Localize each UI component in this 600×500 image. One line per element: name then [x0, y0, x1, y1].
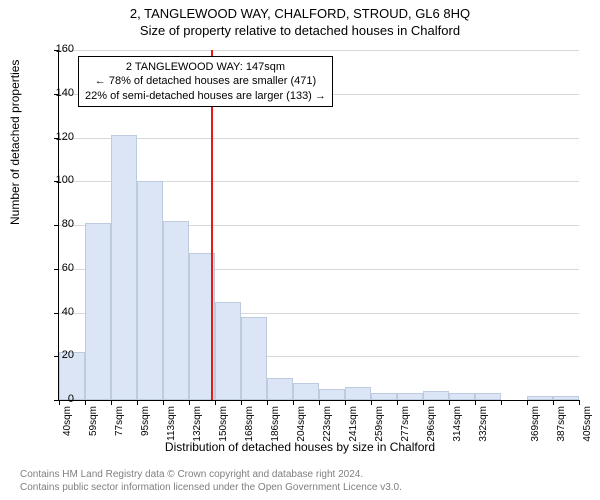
histogram-bar — [397, 393, 423, 400]
xtick-mark — [267, 400, 268, 405]
ytick-label: 0 — [44, 393, 74, 405]
xtick-mark — [371, 400, 372, 405]
xtick-mark — [137, 400, 138, 405]
ytick-label: 100 — [44, 174, 74, 186]
gridline — [59, 138, 579, 139]
xtick-mark — [189, 400, 190, 405]
annotation-box: 2 TANGLEWOOD WAY: 147sqm ← 78% of detach… — [78, 56, 333, 107]
histogram-bar — [449, 393, 475, 400]
xtick-mark — [449, 400, 450, 405]
histogram-bar — [85, 223, 111, 400]
y-axis-label: Number of detached properties — [8, 60, 22, 225]
histogram-bar — [163, 221, 189, 400]
xtick-mark — [397, 400, 398, 405]
histogram-bar — [345, 387, 371, 400]
callout-line3: 22% of semi-detached houses are larger (… — [85, 89, 326, 103]
ytick-label: 40 — [44, 306, 74, 318]
title-main: 2, TANGLEWOOD WAY, CHALFORD, STROUD, GL6… — [0, 0, 600, 21]
histogram-bar — [553, 396, 579, 400]
xtick-mark — [85, 400, 86, 405]
histogram-bar — [267, 378, 293, 400]
xtick-mark — [475, 400, 476, 405]
histogram-bar — [475, 393, 501, 400]
xtick-mark — [111, 400, 112, 405]
histogram-bar — [111, 135, 137, 400]
footer-attribution: Contains HM Land Registry data © Crown c… — [20, 469, 402, 494]
xtick-mark — [293, 400, 294, 405]
xtick-mark — [579, 400, 580, 405]
title-sub: Size of property relative to detached ho… — [0, 21, 600, 38]
xtick-mark — [319, 400, 320, 405]
xtick-mark — [501, 400, 502, 405]
histogram-bar — [423, 391, 449, 400]
histogram-bar — [527, 396, 553, 400]
xtick-mark — [345, 400, 346, 405]
xtick-mark — [215, 400, 216, 405]
gridline — [59, 50, 579, 51]
callout-line2: ← 78% of detached houses are smaller (47… — [85, 74, 326, 88]
histogram-bar — [293, 383, 319, 401]
histogram-bar — [137, 181, 163, 400]
histogram-bar — [241, 317, 267, 400]
footer-line1: Contains HM Land Registry data © Crown c… — [20, 469, 402, 482]
chart-container: 2, TANGLEWOOD WAY, CHALFORD, STROUD, GL6… — [0, 0, 600, 500]
histogram-bar — [215, 302, 241, 400]
histogram-bar — [319, 389, 345, 400]
histogram-bar — [371, 393, 397, 400]
xtick-mark — [423, 400, 424, 405]
xtick-mark — [527, 400, 528, 405]
ytick-label: 20 — [44, 349, 74, 361]
xtick-mark — [553, 400, 554, 405]
footer-line2: Contains public sector information licen… — [20, 482, 402, 495]
xtick-mark — [241, 400, 242, 405]
callout-line1: 2 TANGLEWOOD WAY: 147sqm — [85, 60, 326, 74]
xtick-mark — [163, 400, 164, 405]
ytick-label: 160 — [44, 43, 74, 55]
ytick-label: 80 — [44, 218, 74, 230]
ytick-label: 140 — [44, 87, 74, 99]
chart-area: 40sqm59sqm77sqm95sqm113sqm132sqm150sqm16… — [58, 50, 578, 400]
x-axis-label: Distribution of detached houses by size … — [0, 440, 600, 454]
ytick-label: 120 — [44, 131, 74, 143]
ytick-label: 60 — [44, 262, 74, 274]
